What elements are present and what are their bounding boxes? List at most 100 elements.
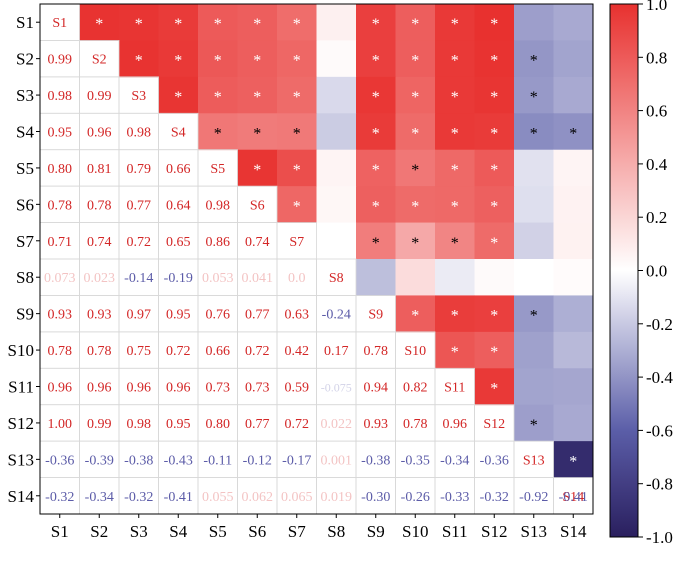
heatmap-cell	[474, 259, 515, 296]
heatmap-cell	[553, 295, 594, 333]
heatmap-cell	[435, 40, 475, 78]
x-tick-label: S7	[288, 522, 306, 541]
heatmap-cell	[237, 4, 278, 41]
heatmap-cell	[316, 40, 357, 78]
significance-marker: *	[214, 16, 222, 33]
significance-marker: *	[411, 126, 419, 143]
significance-marker: *	[490, 53, 498, 70]
correlation-value: -0.39	[85, 453, 114, 468]
significance-marker: *	[214, 126, 222, 143]
correlation-value: 0.98	[206, 198, 231, 213]
significance-marker: *	[569, 453, 577, 470]
heatmap-cell	[553, 404, 594, 442]
significance-marker: *	[490, 235, 498, 252]
significance-marker: *	[451, 53, 459, 70]
heatmap-cell	[514, 149, 554, 187]
colorbar-tick-label: 0.0	[646, 262, 667, 281]
significance-marker: *	[293, 162, 301, 179]
x-tick-label: S12	[481, 522, 507, 541]
significance-marker: *	[490, 344, 498, 361]
correlation-value: 0.99	[87, 417, 112, 432]
correlation-value: -0.12	[243, 453, 272, 468]
heatmap-cell	[514, 259, 554, 296]
heatmap-cell	[395, 222, 436, 260]
correlation-value: 0.99	[48, 53, 73, 68]
diagonal-label: S11	[444, 381, 465, 396]
correlation-value: 0.93	[87, 308, 112, 323]
correlation-value: -0.32	[480, 490, 509, 505]
significance-marker: *	[530, 89, 538, 106]
significance-marker: *	[411, 89, 419, 106]
heatmap-cell	[435, 331, 475, 369]
correlation-value: 0.97	[127, 308, 152, 323]
significance-marker: *	[411, 308, 419, 325]
x-tick-label: S5	[209, 522, 227, 541]
heatmap-cell	[277, 186, 317, 223]
colorbar-tick-label: -0.2	[646, 315, 673, 334]
heatmap-cell	[474, 368, 515, 406]
significance-marker: *	[451, 162, 459, 179]
correlation-value: -0.38	[361, 453, 390, 468]
heatmap-cell	[514, 76, 554, 114]
heatmap-cell	[316, 76, 357, 114]
significance-marker: *	[530, 417, 538, 434]
correlation-value: 0.99	[87, 89, 112, 104]
heatmap-cell	[514, 113, 554, 151]
significance-marker: *	[411, 162, 419, 179]
correlation-value: 0.73	[206, 381, 231, 396]
significance-marker: *	[253, 89, 261, 106]
significance-marker: *	[451, 308, 459, 325]
heatmap-cell	[316, 186, 357, 223]
significance-marker: *	[530, 53, 538, 70]
significance-marker: *	[411, 16, 419, 33]
significance-marker: *	[253, 16, 261, 33]
x-tick-label: S2	[90, 522, 108, 541]
heatmap-cell	[553, 368, 594, 406]
x-tick-label: S13	[521, 522, 547, 541]
significance-marker: *	[411, 198, 419, 215]
colorbar: 1.0 0.8 0.6 0.4 0.2 0.0 -0.2 -0.4 -0.6 -0.8 -1.0	[609, 0, 673, 547]
correlation-value: 0.59	[285, 381, 310, 396]
correlation-value: 0.72	[166, 344, 191, 359]
correlation-value: 0.78	[364, 344, 389, 359]
x-axis: S1 S2 S3 S4 S5 S6 S7 S8 S9 S10 S11 S12 S13 S14	[51, 514, 587, 541]
colorbar-tick-label: -0.6	[646, 421, 673, 440]
correlation-value: 0.023	[84, 271, 116, 286]
diagonal-label: S3	[131, 89, 146, 104]
correlation-value: -0.075	[321, 381, 352, 395]
significance-marker: *	[451, 344, 459, 361]
correlation-value: 0.062	[242, 490, 274, 505]
heatmap-cell	[435, 259, 475, 296]
correlation-value: 0.72	[127, 235, 152, 250]
correlation-value: 0.64	[166, 198, 191, 213]
y-tick-label: S5	[16, 159, 34, 178]
correlation-value: -0.43	[164, 453, 193, 468]
heatmap-cell	[514, 4, 554, 41]
diagonal-label: S5	[210, 162, 225, 177]
x-tick-label: S10	[402, 522, 428, 541]
diagonal-label: S2	[92, 53, 107, 68]
y-tick-label: S6	[16, 195, 34, 214]
heatmap-cells	[79, 4, 594, 478]
correlation-value: 0.86	[206, 235, 231, 250]
significance-marker: *	[411, 53, 419, 70]
significance-marker: *	[530, 308, 538, 325]
heatmap-cell	[198, 40, 238, 78]
heatmap-cell	[237, 76, 278, 114]
heatmap-cell	[553, 259, 594, 296]
heatmap-cell	[474, 222, 515, 260]
heatmap-cell	[119, 4, 159, 41]
y-tick-label: S10	[8, 341, 34, 360]
correlation-value: 0.95	[166, 417, 191, 432]
heatmap-cell	[237, 113, 278, 151]
significance-marker: *	[490, 162, 498, 179]
correlation-value: 0.96	[127, 381, 152, 396]
significance-marker: *	[451, 89, 459, 106]
heatmap-cell	[395, 113, 436, 151]
y-tick-label: S13	[8, 450, 34, 469]
heatmap-grid	[39, 3, 594, 515]
significance-marker: *	[372, 162, 380, 179]
significance-marker: *	[174, 16, 182, 33]
correlation-value: -0.34	[85, 490, 114, 505]
